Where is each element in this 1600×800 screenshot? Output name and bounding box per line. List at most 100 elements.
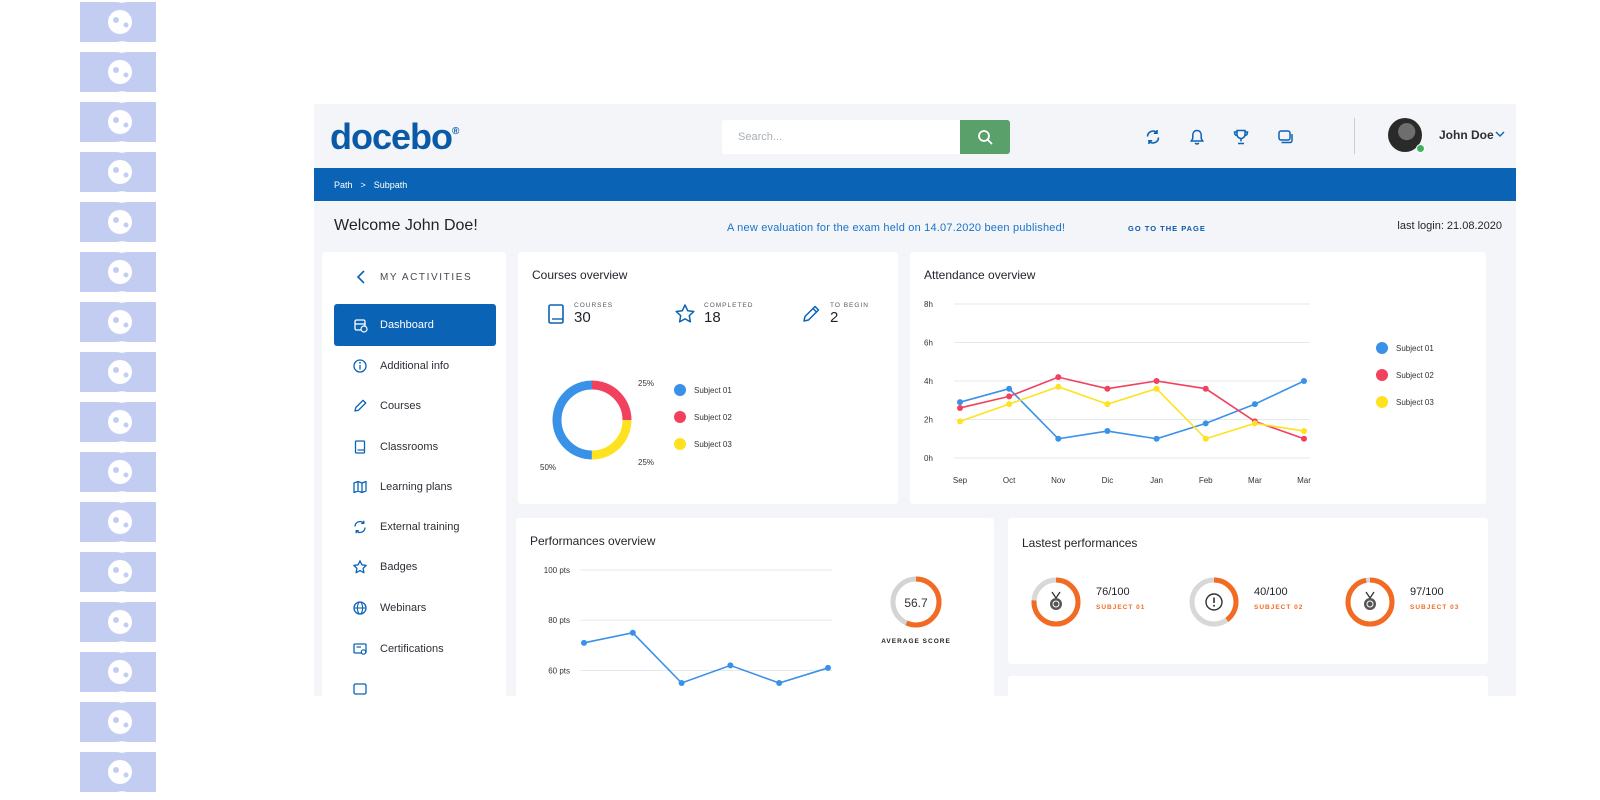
data-point <box>1251 420 1258 427</box>
y-tick-label: 100 pts <box>544 566 570 575</box>
bell-icon[interactable] <box>1186 126 1208 148</box>
performance-score: 76/100 <box>1096 586 1130 598</box>
average-score-gauge <box>890 576 942 628</box>
pattern-tile <box>80 602 156 642</box>
breadcrumb-item-path[interactable]: Path <box>334 179 353 190</box>
app-window: docebo® John Doe Path > Subpath Welcome … <box>314 104 1516 696</box>
data-point <box>1202 385 1209 392</box>
sidebar-item-additional-info[interactable]: Additional info <box>334 345 496 387</box>
data-point <box>1153 378 1160 384</box>
legend-item-subject-02: Subject 02 <box>674 411 732 423</box>
courses-donut-chart: 50% 25% 25% <box>540 379 654 472</box>
data-point <box>678 680 685 686</box>
search-box <box>722 120 960 154</box>
search-icon <box>978 130 993 145</box>
data-point <box>1153 385 1160 392</box>
star-icon <box>675 304 695 323</box>
legend-label: Subject 03 <box>694 439 732 449</box>
medal-icon <box>1364 591 1376 610</box>
divider <box>1354 118 1355 154</box>
donut-slice-3 <box>552 380 632 460</box>
go-to-page-link[interactable]: GO TO THE PAGE <box>1128 224 1206 233</box>
series-line <box>583 631 829 684</box>
data-point <box>1055 374 1062 381</box>
sidebar-item-label: Badges <box>380 561 418 573</box>
data-point <box>1153 435 1160 442</box>
sidebar-item-label: Certifications <box>380 643 444 655</box>
pattern-tile <box>80 252 156 292</box>
sidebar-item-classrooms[interactable]: Classrooms <box>334 426 496 468</box>
average-score-value: 56.7 <box>904 596 928 610</box>
x-tick-label: Jan <box>1150 476 1163 485</box>
attendance-overview-title: Attendance overview <box>924 268 1036 282</box>
y-tick-label: 60 pts <box>548 666 570 675</box>
data-point <box>1251 401 1258 408</box>
legend-item-subject-01: Subject 01 <box>1376 342 1434 354</box>
data-point <box>727 662 734 669</box>
y-tick-label: 8h <box>924 300 933 309</box>
sidebar-title: MY ACTIVITIES <box>380 271 473 283</box>
dashboard-icon <box>354 319 368 333</box>
score-gauge <box>1189 577 1239 627</box>
legend-label: Subject 03 <box>1396 397 1434 407</box>
score-gauge <box>1345 577 1395 627</box>
chevron-down-icon[interactable] <box>1494 128 1506 140</box>
data-point <box>1055 435 1062 442</box>
stat-completed: COMPLETED 18 <box>674 302 753 326</box>
data-point <box>1104 428 1111 435</box>
performance-text: 76/100 SUBJECT 01 <box>1096 586 1176 611</box>
data-point <box>1301 428 1307 435</box>
legend-swatch <box>1376 369 1388 381</box>
search-button[interactable] <box>960 120 1010 154</box>
chat-icon[interactable] <box>1274 126 1296 148</box>
pattern-tile <box>80 502 156 542</box>
breadcrumb-item-subpath[interactable]: Subpath <box>373 179 408 190</box>
top-bar: docebo® John Doe <box>314 104 1516 168</box>
data-point <box>1104 401 1111 408</box>
y-tick-label: 4h <box>924 377 933 386</box>
sidebar-item-label: External training <box>380 521 460 533</box>
certificate-icon <box>353 643 367 655</box>
search-input[interactable] <box>722 120 960 154</box>
pattern-tile <box>80 152 156 192</box>
average-score-label: AVERAGE SCORE <box>881 638 951 645</box>
sidebar-item-learning-plans[interactable]: Learning plans <box>334 466 496 508</box>
latest-performances-card: Lastest performances 76/100 SUBJECT 01 4… <box>1008 518 1488 664</box>
breadcrumb-separator: > <box>360 179 366 190</box>
performance-text: 97/100 SUBJECT 03 <box>1410 586 1490 611</box>
list-icon <box>353 683 367 695</box>
x-tick-label: Feb <box>1199 476 1213 485</box>
decorative-pattern <box>80 2 156 792</box>
sidebar-item-label: Classrooms <box>380 441 439 453</box>
sidebar-item-webinars[interactable]: Webinars <box>334 587 496 629</box>
sidebar-item-badges[interactable]: Badges <box>334 546 496 588</box>
logo[interactable]: docebo® <box>330 116 459 157</box>
data-point <box>957 418 963 425</box>
sidebar-item-certifications[interactable]: Certifications <box>334 628 496 670</box>
bottom-card <box>1008 676 1488 696</box>
pattern-tile <box>80 202 156 242</box>
breadcrumb: Path > Subpath <box>314 168 1516 201</box>
chevron-left-icon[interactable] <box>356 270 366 284</box>
legend-swatch <box>674 438 686 450</box>
sidebar: MY ACTIVITIES Dashboard Additional info Co… <box>322 252 506 696</box>
sidebar-item-label: Courses <box>380 400 421 412</box>
sidebar-item-courses[interactable]: Courses <box>334 385 496 427</box>
sidebar-item-external-training[interactable]: External training <box>334 506 496 548</box>
pattern-tile <box>80 552 156 592</box>
performances-overview-title: Performances overview <box>530 534 656 548</box>
data-point <box>825 664 831 671</box>
sidebar-item-dashboard[interactable]: Dashboard <box>334 304 496 346</box>
sync-icon[interactable] <box>1142 126 1164 148</box>
performance-score: 40/100 <box>1254 586 1288 598</box>
attendance-overview-card: Attendance overview 0h 2h 4h 6h 8h Sep Oct Nov D… <box>910 252 1486 504</box>
trophy-icon[interactable] <box>1230 126 1252 148</box>
performance-text: 40/100 SUBJECT 02 <box>1254 586 1334 611</box>
latest-performances-title: Lastest performances <box>1022 536 1138 550</box>
series-line-3 <box>959 385 1305 440</box>
sidebar-item-partial[interactable] <box>334 668 496 696</box>
sidebar-item-label: Learning plans <box>380 481 453 493</box>
user-name[interactable]: John Doe <box>1439 128 1494 142</box>
performance-line-chart: 60 pts 80 pts 100 pts <box>544 566 832 686</box>
legend-swatch <box>674 384 686 396</box>
